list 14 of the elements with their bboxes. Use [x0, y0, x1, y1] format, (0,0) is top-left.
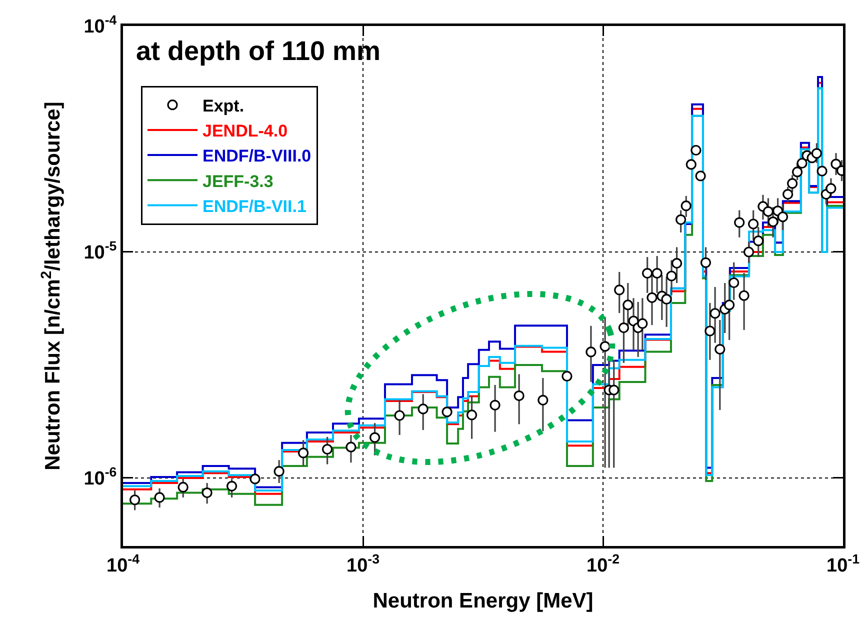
y-tick-label: 10$^{-4}$ — [84, 12, 118, 38]
annotation: at depth of 110 mm — [136, 36, 381, 66]
y-tick-label: 10$^{-5}$ — [84, 238, 118, 264]
x-tick-label: 10$^{-1}$ — [826, 551, 860, 576]
legend-label: JENDL-4.0 — [202, 122, 288, 141]
legend-label: JEFF-3.3 — [202, 172, 274, 191]
y-tick-label: 10$^{-6}$ — [84, 464, 117, 490]
legend-label: ENDF/B-VII.1 — [202, 196, 306, 216]
x-axis-title: Neutron Energy [MeV] — [372, 590, 594, 613]
legend-label: ENDF/B-VIII.0 — [202, 146, 312, 166]
x-tick-label: 10$^{-2}$ — [586, 551, 620, 576]
x-tick-label: 10$^{-4}$ — [106, 551, 140, 576]
x-tick-label: 10$^{-3}$ — [346, 551, 380, 576]
legend-label: Expt. — [202, 96, 244, 116]
